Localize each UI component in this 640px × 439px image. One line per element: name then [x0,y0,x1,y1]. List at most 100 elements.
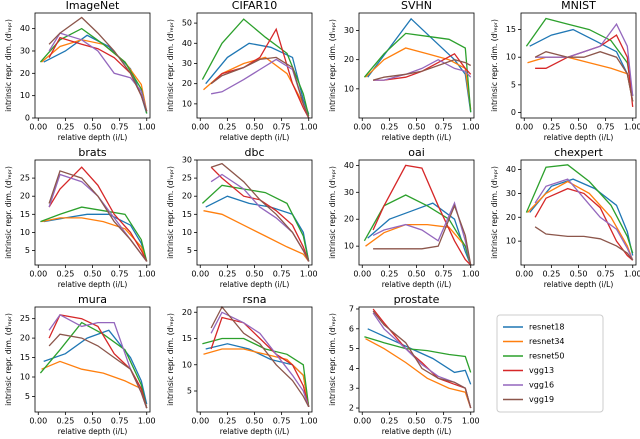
x-axis-label: relative depth (i/L) [544,133,614,142]
y-tick-label: 0 [25,114,30,123]
y-tick-label: 15 [20,210,30,219]
y-tick-label: 20 [20,334,30,343]
y-tick-label: 15 [182,210,192,219]
series-line [39,27,148,114]
x-tick-label: 0.50 [84,417,102,426]
y-tick-label: 40 [344,161,354,170]
y-tick-label: 30 [182,156,192,165]
series-line [210,27,310,119]
y-tick-label: 10 [506,237,516,246]
plot-frame [196,12,313,119]
series-line [201,18,310,117]
y-tick-label: 10 [20,373,30,382]
x-tick-label: 0.50 [246,123,264,132]
series-line [367,202,472,266]
legend-label: vgg19 [529,395,554,404]
y-tick-label: 40 [506,165,516,174]
series-line [364,336,472,373]
plot-frame [358,159,475,266]
legend-label: vgg16 [529,381,554,390]
x-axis-label: relative depth (i/L) [382,280,452,289]
x-tick-label: 0.00 [191,123,209,132]
series-line [201,184,310,262]
series-line [40,206,148,262]
y-tick-label: 15 [20,353,30,362]
y-tick-label: 20 [506,213,516,222]
y-tick-label: 20 [344,215,354,224]
y-tick-label: 0 [511,108,516,117]
x-axis-label: relative depth (i/L) [544,280,614,289]
x-tick-label: 1.00 [300,270,318,279]
x-axis-label: relative depth (i/L) [220,280,290,289]
x-tick-label: 0.50 [570,123,588,132]
y-tick-label: 25 [20,174,30,183]
y-axis-label: intrinsic repr. dim. (dⁱᵣₑₚᵣ) [166,19,175,112]
series-line [527,56,634,102]
series-line [210,305,310,408]
x-tick-label: 0.00 [29,270,47,279]
series-line [210,316,310,407]
series-line [529,178,634,256]
y-tick-label: 2 [349,404,354,413]
y-axis-label: intrinsic repr. dim. (dⁱᵣₑₚᵣ) [166,313,175,406]
plot-frame [34,306,151,413]
y-tick-label: 25 [20,314,30,323]
y-tick-label: 15 [182,334,192,343]
series-line [372,59,472,81]
y-axis-label: intrinsic repr. dim. (dⁱᵣₑₚᵣ) [328,166,337,259]
series-line [534,178,634,261]
x-tick-label: 0.00 [515,270,533,279]
x-tick-label: 1.00 [462,123,480,132]
x-tick-label: 0.50 [246,417,264,426]
series-line [205,42,310,115]
series-line [41,217,148,262]
chart-title: MNIST [561,0,596,12]
y-axis-label: intrinsic repr. dim. (dⁱᵣₑₚᵣ) [328,19,337,112]
x-tick-label: 0.50 [246,270,264,279]
legend-label: vgg13 [529,366,554,375]
x-tick-label: 0.25 [380,270,398,279]
series-line [210,311,310,408]
x-tick-label: 0.75 [597,270,615,279]
x-tick-label: 0.00 [191,417,209,426]
x-tick-label: 0.75 [111,270,129,279]
chart-title: SVHN [401,0,432,12]
chart-title: chexpert [554,146,603,159]
legend-label: resnet34 [529,337,565,346]
y-tick-label: 5 [187,246,192,255]
x-tick-label: 0.50 [84,270,102,279]
chart-title: CIFAR10 [232,0,277,12]
x-axis-label: relative depth (i/L) [220,427,290,436]
chart-title: brats [78,146,107,159]
x-tick-label: 0.25 [56,270,74,279]
legend-box [496,314,604,413]
x-tick-label: 0.25 [542,123,560,132]
series-line [210,56,310,119]
x-axis-label: relative depth (i/L) [58,133,128,142]
x-tick-label: 0.25 [218,270,236,279]
y-tick-label: 20 [182,79,192,88]
series-line [48,333,148,409]
x-tick-label: 0.75 [273,123,291,132]
chart-title: prostate [394,293,440,306]
x-tick-label: 0.25 [542,270,560,279]
series-line [529,28,634,102]
y-tick-label: 5 [25,392,30,401]
plot-frame [34,159,151,266]
x-tick-label: 0.25 [56,123,74,132]
x-axis-label: relative depth (i/L) [58,280,128,289]
x-tick-label: 0.00 [29,123,47,132]
x-tick-label: 0.25 [56,417,74,426]
y-tick-label: 20 [182,308,192,317]
x-tick-label: 0.75 [435,270,453,279]
series-line [365,338,472,409]
y-axis-label: intrinsic repr. dim. (dⁱᵣₑₚᵣ) [166,166,175,259]
series-line [367,17,472,113]
y-tick-label: 40 [182,39,192,48]
x-tick-label: 0.00 [191,270,209,279]
series-line [203,210,310,262]
y-tick-label: 15 [506,25,516,34]
x-tick-label: 1.00 [462,417,480,426]
legend-label: resnet18 [529,323,565,332]
